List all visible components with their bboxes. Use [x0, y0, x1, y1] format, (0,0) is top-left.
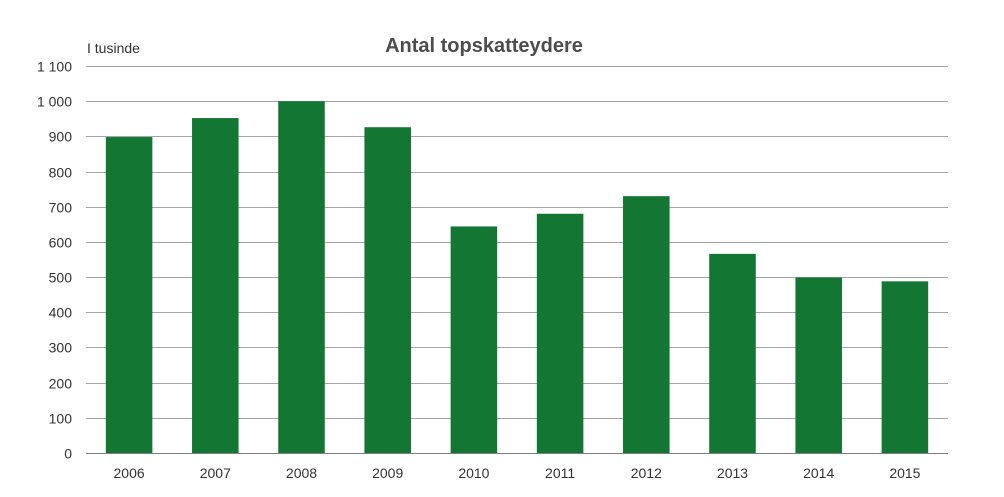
x-tick-label: 2006	[114, 465, 145, 481]
x-tick-label: 2012	[631, 465, 662, 481]
bar-2011	[536, 213, 584, 453]
y-tick-label: 100	[49, 411, 73, 427]
x-tick-label: 2007	[200, 465, 231, 481]
bar-2007	[192, 118, 239, 453]
y-axis-ticks: 0 100 200 300 400 500 600 700 800 900 1 000 1 100	[37, 59, 72, 462]
y-tick-label: 0	[64, 446, 72, 462]
y-tick-label: 500	[49, 270, 73, 286]
chart-title: Antal topskatteydere	[385, 35, 583, 57]
x-tick-label: 2009	[372, 465, 403, 481]
y-tick-label: 1 100	[37, 59, 72, 75]
bar-2009	[364, 127, 411, 453]
x-tick-label: 2015	[889, 465, 920, 481]
y-tick-label: 900	[49, 129, 73, 145]
y-tick-label: 700	[49, 200, 73, 216]
bar-2006	[105, 137, 153, 454]
bar-2013	[709, 253, 756, 453]
y-tick-label: 200	[49, 376, 73, 392]
x-axis-ticks: 2006 2007 2008 2009 2010 2011 2012 2013 2014 2015	[114, 465, 921, 481]
bar-2008	[278, 101, 325, 453]
bar-2014	[795, 277, 842, 453]
bars	[105, 101, 929, 454]
y-tick-label: 600	[49, 235, 73, 251]
y-tick-label: 1 000	[37, 94, 72, 110]
y-tick-label: 300	[49, 340, 73, 356]
x-tick-label: 2011	[545, 465, 575, 481]
y-axis-unit-label: I tusinde	[87, 40, 140, 56]
bar-2010	[450, 226, 498, 453]
x-tick-label: 2008	[286, 465, 317, 481]
x-tick-label: 2014	[803, 465, 834, 481]
bar-2012	[623, 196, 670, 453]
y-tick-label: 800	[49, 165, 73, 181]
x-tick-label: 2013	[717, 465, 748, 481]
y-tick-label: 400	[49, 305, 73, 321]
x-tick-label: 2010	[458, 465, 489, 481]
bar-2015	[881, 281, 929, 453]
